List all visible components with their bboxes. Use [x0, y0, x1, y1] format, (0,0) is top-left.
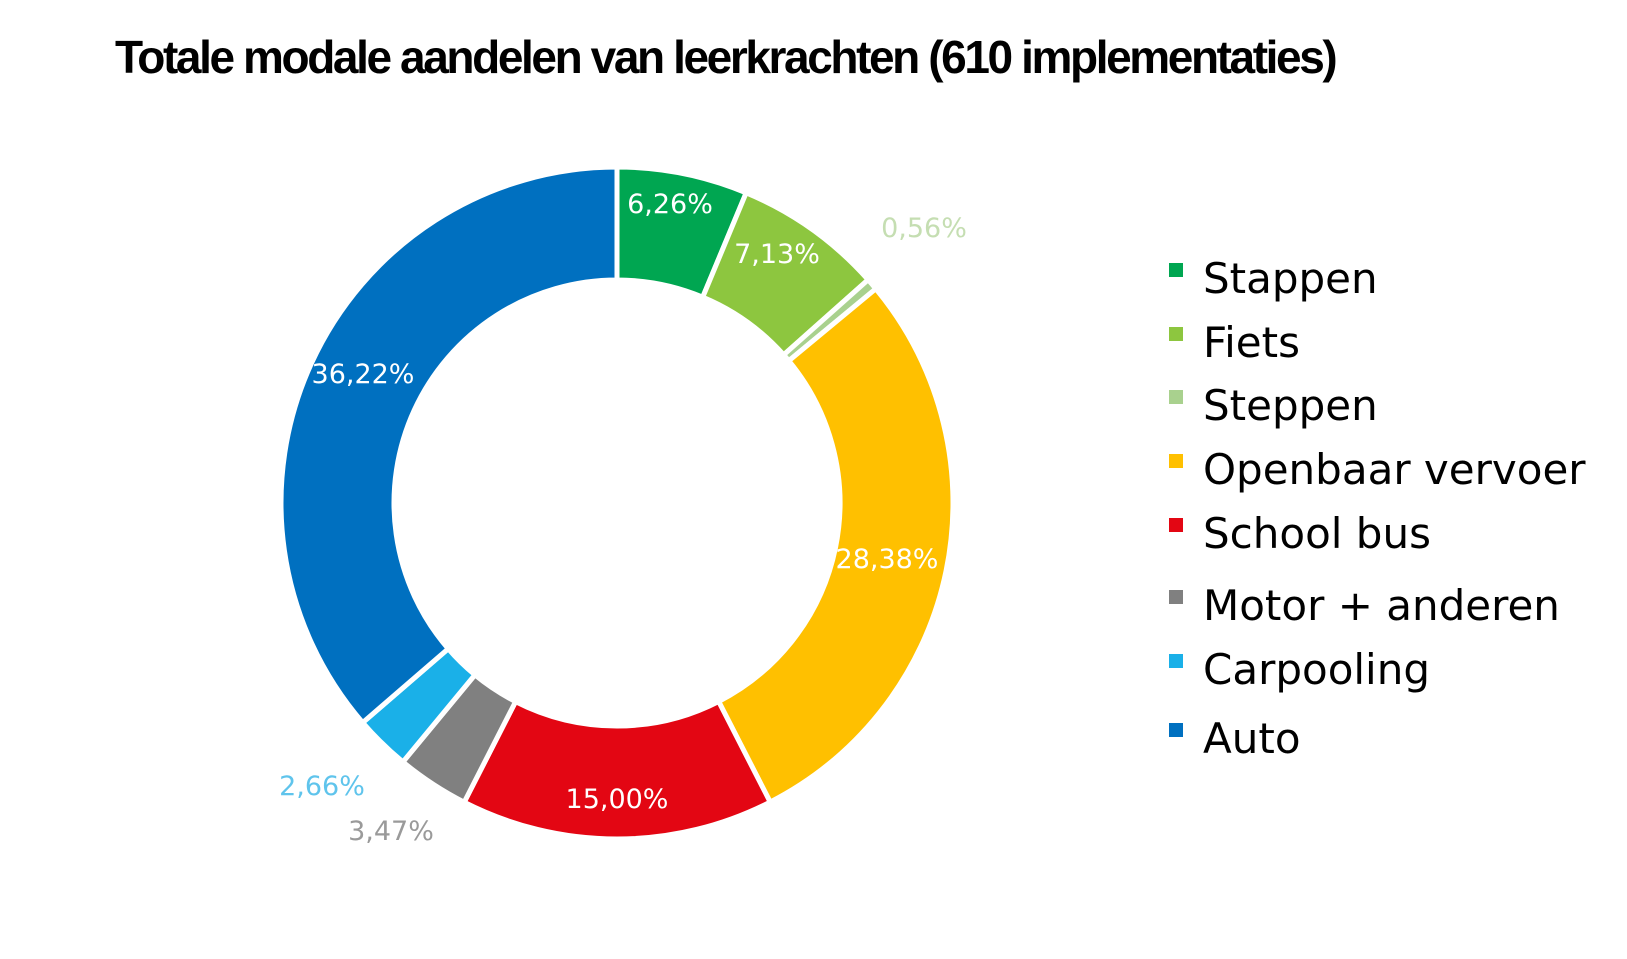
data-label-openbaar-vervoer: 28,38% [836, 544, 939, 575]
legend-swatch-fiets [1169, 327, 1183, 341]
data-label-motor-anderen: 3,47% [348, 816, 434, 847]
legend-label-auto: Auto [1203, 714, 1301, 763]
legend-swatch-auto [1169, 723, 1183, 737]
donut-chart: 6,26% 7,13% 0,56% 28,38% 15,00% 3,47% 2,66% 36,… [278, 164, 967, 847]
data-label-school-bus: 15,00% [566, 784, 669, 815]
legend-label-carpooling: Carpooling [1203, 645, 1431, 694]
legend-swatch-steppen [1169, 390, 1183, 404]
legend-swatch-carpooling [1169, 654, 1183, 668]
legend-label-steppen: Steppen [1203, 381, 1378, 430]
donut-slice-school-bus [461, 698, 773, 842]
legend-label-motor-anderen: Motor + anderen [1203, 581, 1560, 630]
legend-label-school-bus: School bus [1203, 509, 1431, 558]
legend-label-stappen: Stappen [1203, 254, 1378, 303]
legend-swatch-openbaar-vervoer [1169, 454, 1183, 468]
chart-title: Totale modale aandelen van leerkrachten … [115, 31, 1338, 83]
donut-slice-auto [278, 164, 620, 726]
legend-swatch-school-bus [1169, 518, 1183, 532]
data-label-fiets: 7,13% [734, 239, 820, 270]
data-label-auto: 36,22% [312, 359, 415, 390]
legend-label-fiets: Fiets [1203, 318, 1300, 367]
data-label-steppen: 0,56% [881, 213, 967, 244]
data-label-stappen: 6,26% [627, 189, 713, 220]
data-label-carpooling: 2,66% [279, 771, 365, 802]
legend-swatch-stappen [1169, 263, 1183, 277]
legend-label-openbaar-vervoer: Openbaar vervoer [1203, 445, 1586, 494]
donut-slice-openbaar-vervoer [716, 286, 956, 805]
legend-swatch-motor-anderen [1169, 590, 1183, 604]
